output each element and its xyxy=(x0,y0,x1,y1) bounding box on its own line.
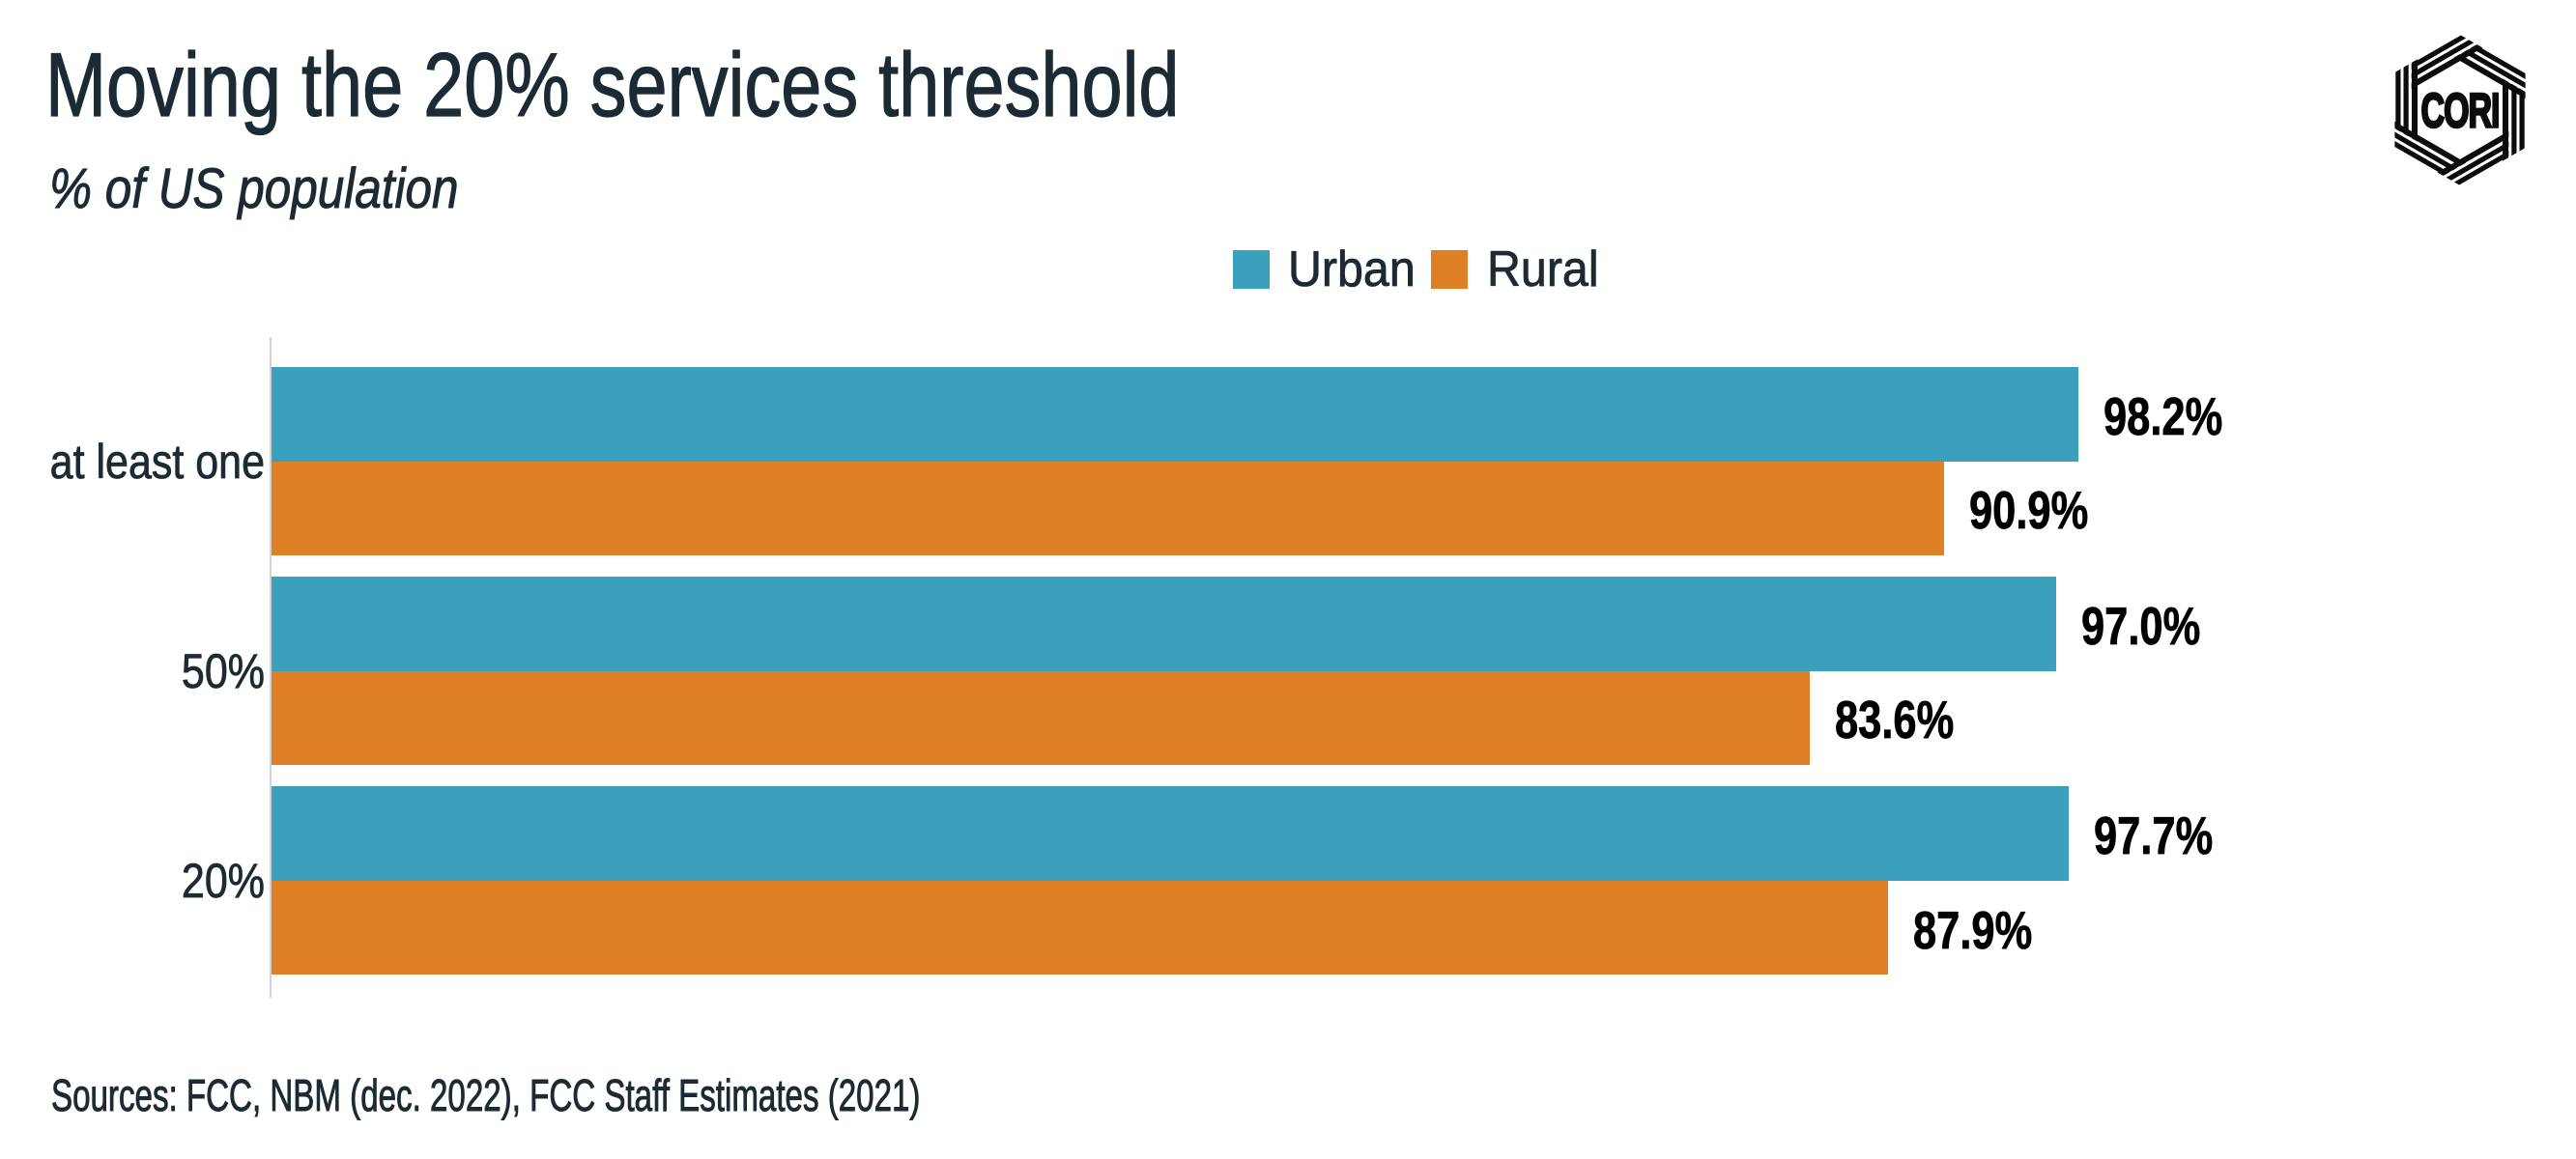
svg-text:CORI: CORI xyxy=(2420,84,2499,138)
